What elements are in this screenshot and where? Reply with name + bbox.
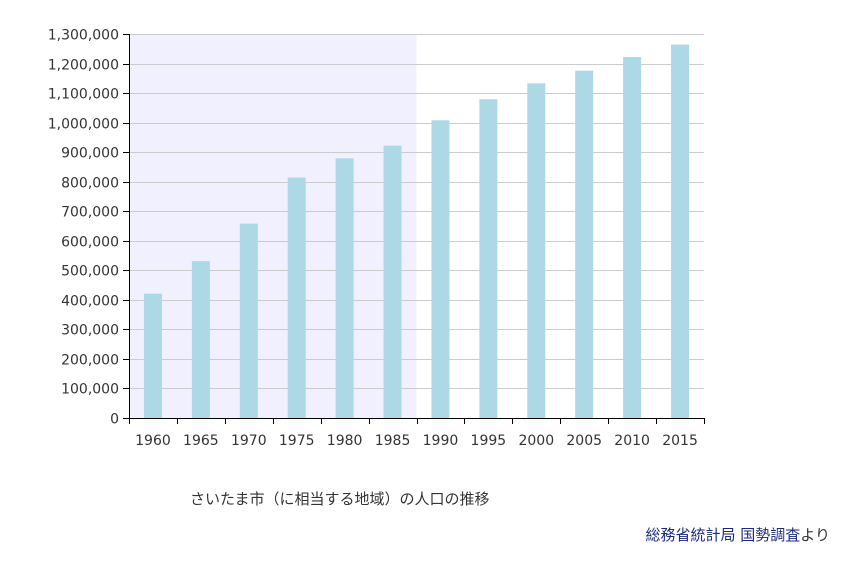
y-tick-label: 300,000 xyxy=(61,323,119,339)
x-tick-label: 1975 xyxy=(279,433,315,449)
y-tick-label: 900,000 xyxy=(61,146,119,162)
y-tick-label: 1,000,000 xyxy=(48,117,119,133)
bar-2005 xyxy=(575,70,594,419)
y-tick-label: 800,000 xyxy=(61,176,119,192)
bar-1960 xyxy=(143,293,162,418)
y-tick-label: 400,000 xyxy=(61,294,119,310)
y-tick-label: 700,000 xyxy=(61,205,119,221)
y-tick-label: 200,000 xyxy=(61,353,119,369)
bar-2010 xyxy=(623,57,642,418)
y-tick-label: 600,000 xyxy=(61,235,119,251)
x-tick-label: 1985 xyxy=(375,433,411,449)
x-tick-label: 2010 xyxy=(614,433,650,449)
chart-caption: さいたま市（に相当する地域）の人口の推移 xyxy=(190,490,490,508)
bar-1990 xyxy=(431,120,450,418)
bar-1980 xyxy=(335,158,354,418)
y-tick-label: 1,300,000 xyxy=(48,28,119,44)
bar-2000 xyxy=(527,83,546,419)
census-link[interactable]: 国勢調査 xyxy=(740,526,801,544)
x-tick-label: 1960 xyxy=(135,433,171,449)
x-tick-label: 1980 xyxy=(327,433,363,449)
y-tick-label: 0 xyxy=(110,412,119,428)
bar-1975 xyxy=(287,177,306,418)
bar-1965 xyxy=(191,261,210,418)
bar-1970 xyxy=(239,223,258,418)
x-tick-label: 2015 xyxy=(662,433,698,449)
x-tick-label: 2005 xyxy=(566,433,602,449)
y-tick-label: 100,000 xyxy=(61,382,119,398)
source-suffix: より xyxy=(800,526,830,544)
x-tick-label: 1970 xyxy=(231,433,267,449)
bar-1985 xyxy=(383,145,402,418)
highlight-band xyxy=(129,34,417,418)
bar-2015 xyxy=(671,44,690,418)
y-tick-label: 500,000 xyxy=(61,264,119,280)
statistics-bureau-link[interactable]: 総務省統計局 xyxy=(645,526,736,544)
x-tick-label: 2000 xyxy=(518,433,554,449)
x-tick-label: 1990 xyxy=(423,433,459,449)
y-tick-label: 1,100,000 xyxy=(48,87,119,103)
source-attribution: 総務省統計局 国勢調査より xyxy=(645,524,830,545)
bar-1995 xyxy=(479,99,498,418)
x-tick-label: 1965 xyxy=(183,433,219,449)
y-tick-label: 1,200,000 xyxy=(48,58,119,74)
x-tick-label: 1995 xyxy=(471,433,507,449)
